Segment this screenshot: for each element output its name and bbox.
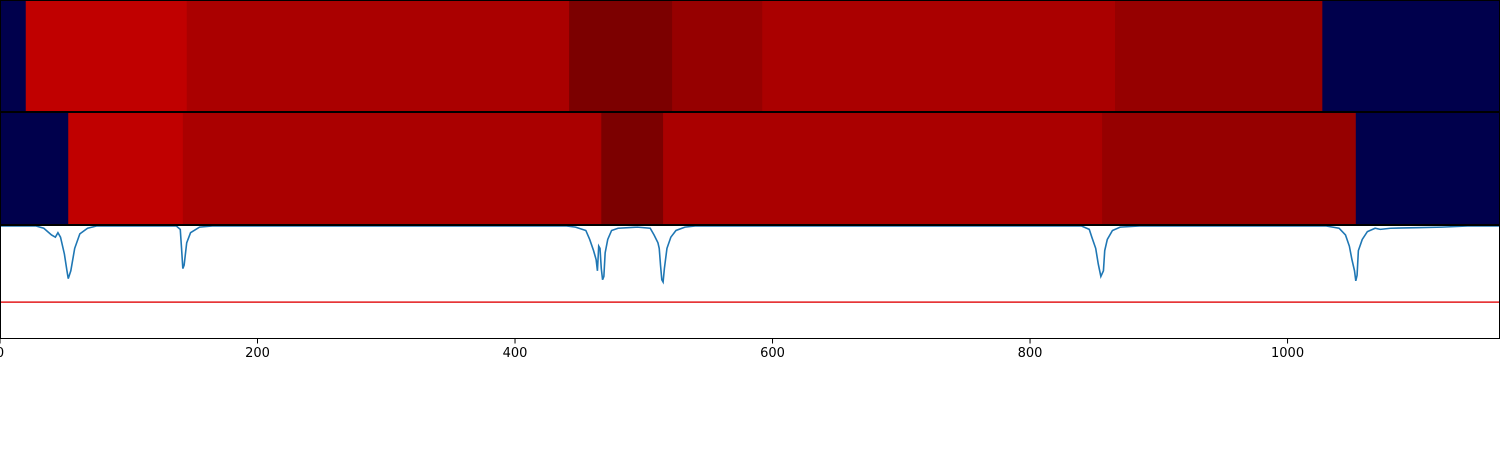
heatmap-cell-r1-4 xyxy=(569,1,673,112)
x-tick-label-1000: 1000 xyxy=(1271,346,1304,361)
heatmap-cell-r2-2 xyxy=(68,113,184,224)
x-tick-label-200: 200 xyxy=(245,346,270,361)
heatmap-row-2 xyxy=(0,113,1500,224)
heatmap-row-1 xyxy=(0,1,1500,112)
heatmap-cell-r2-1 xyxy=(0,113,69,224)
signal-panel xyxy=(0,225,1500,303)
axes-border-3 xyxy=(0,225,1500,339)
heatmap xyxy=(0,1,1500,224)
heatmap-cell-r1-8 xyxy=(1322,1,1500,112)
heatmap-cell-r1-5 xyxy=(672,1,763,112)
x-tick-label-0: 0 xyxy=(0,346,4,361)
heatmap-cell-r1-1 xyxy=(0,1,27,112)
heatmap-cell-r1-6 xyxy=(762,1,1116,112)
heatmap-cell-r1-3 xyxy=(186,1,570,112)
x-tick-label-600: 600 xyxy=(760,346,785,361)
x-tick-label-800: 800 xyxy=(1018,346,1043,361)
heatmap-cell-r2-5 xyxy=(663,113,1103,224)
x-tick-label-400: 400 xyxy=(503,346,528,361)
signal-line xyxy=(0,225,1500,285)
heatmap-cell-r2-6 xyxy=(1102,113,1357,224)
x-axis: 0 200 400 600 800 1000 xyxy=(0,338,1304,361)
heatmap-cell-r1-2 xyxy=(25,1,188,112)
heatmap-cell-r2-3 xyxy=(182,113,602,224)
heatmap-cell-r2-7 xyxy=(1355,113,1500,224)
heatmap-cell-r1-7 xyxy=(1115,1,1323,112)
heatmap-cell-r2-4 xyxy=(601,113,664,224)
